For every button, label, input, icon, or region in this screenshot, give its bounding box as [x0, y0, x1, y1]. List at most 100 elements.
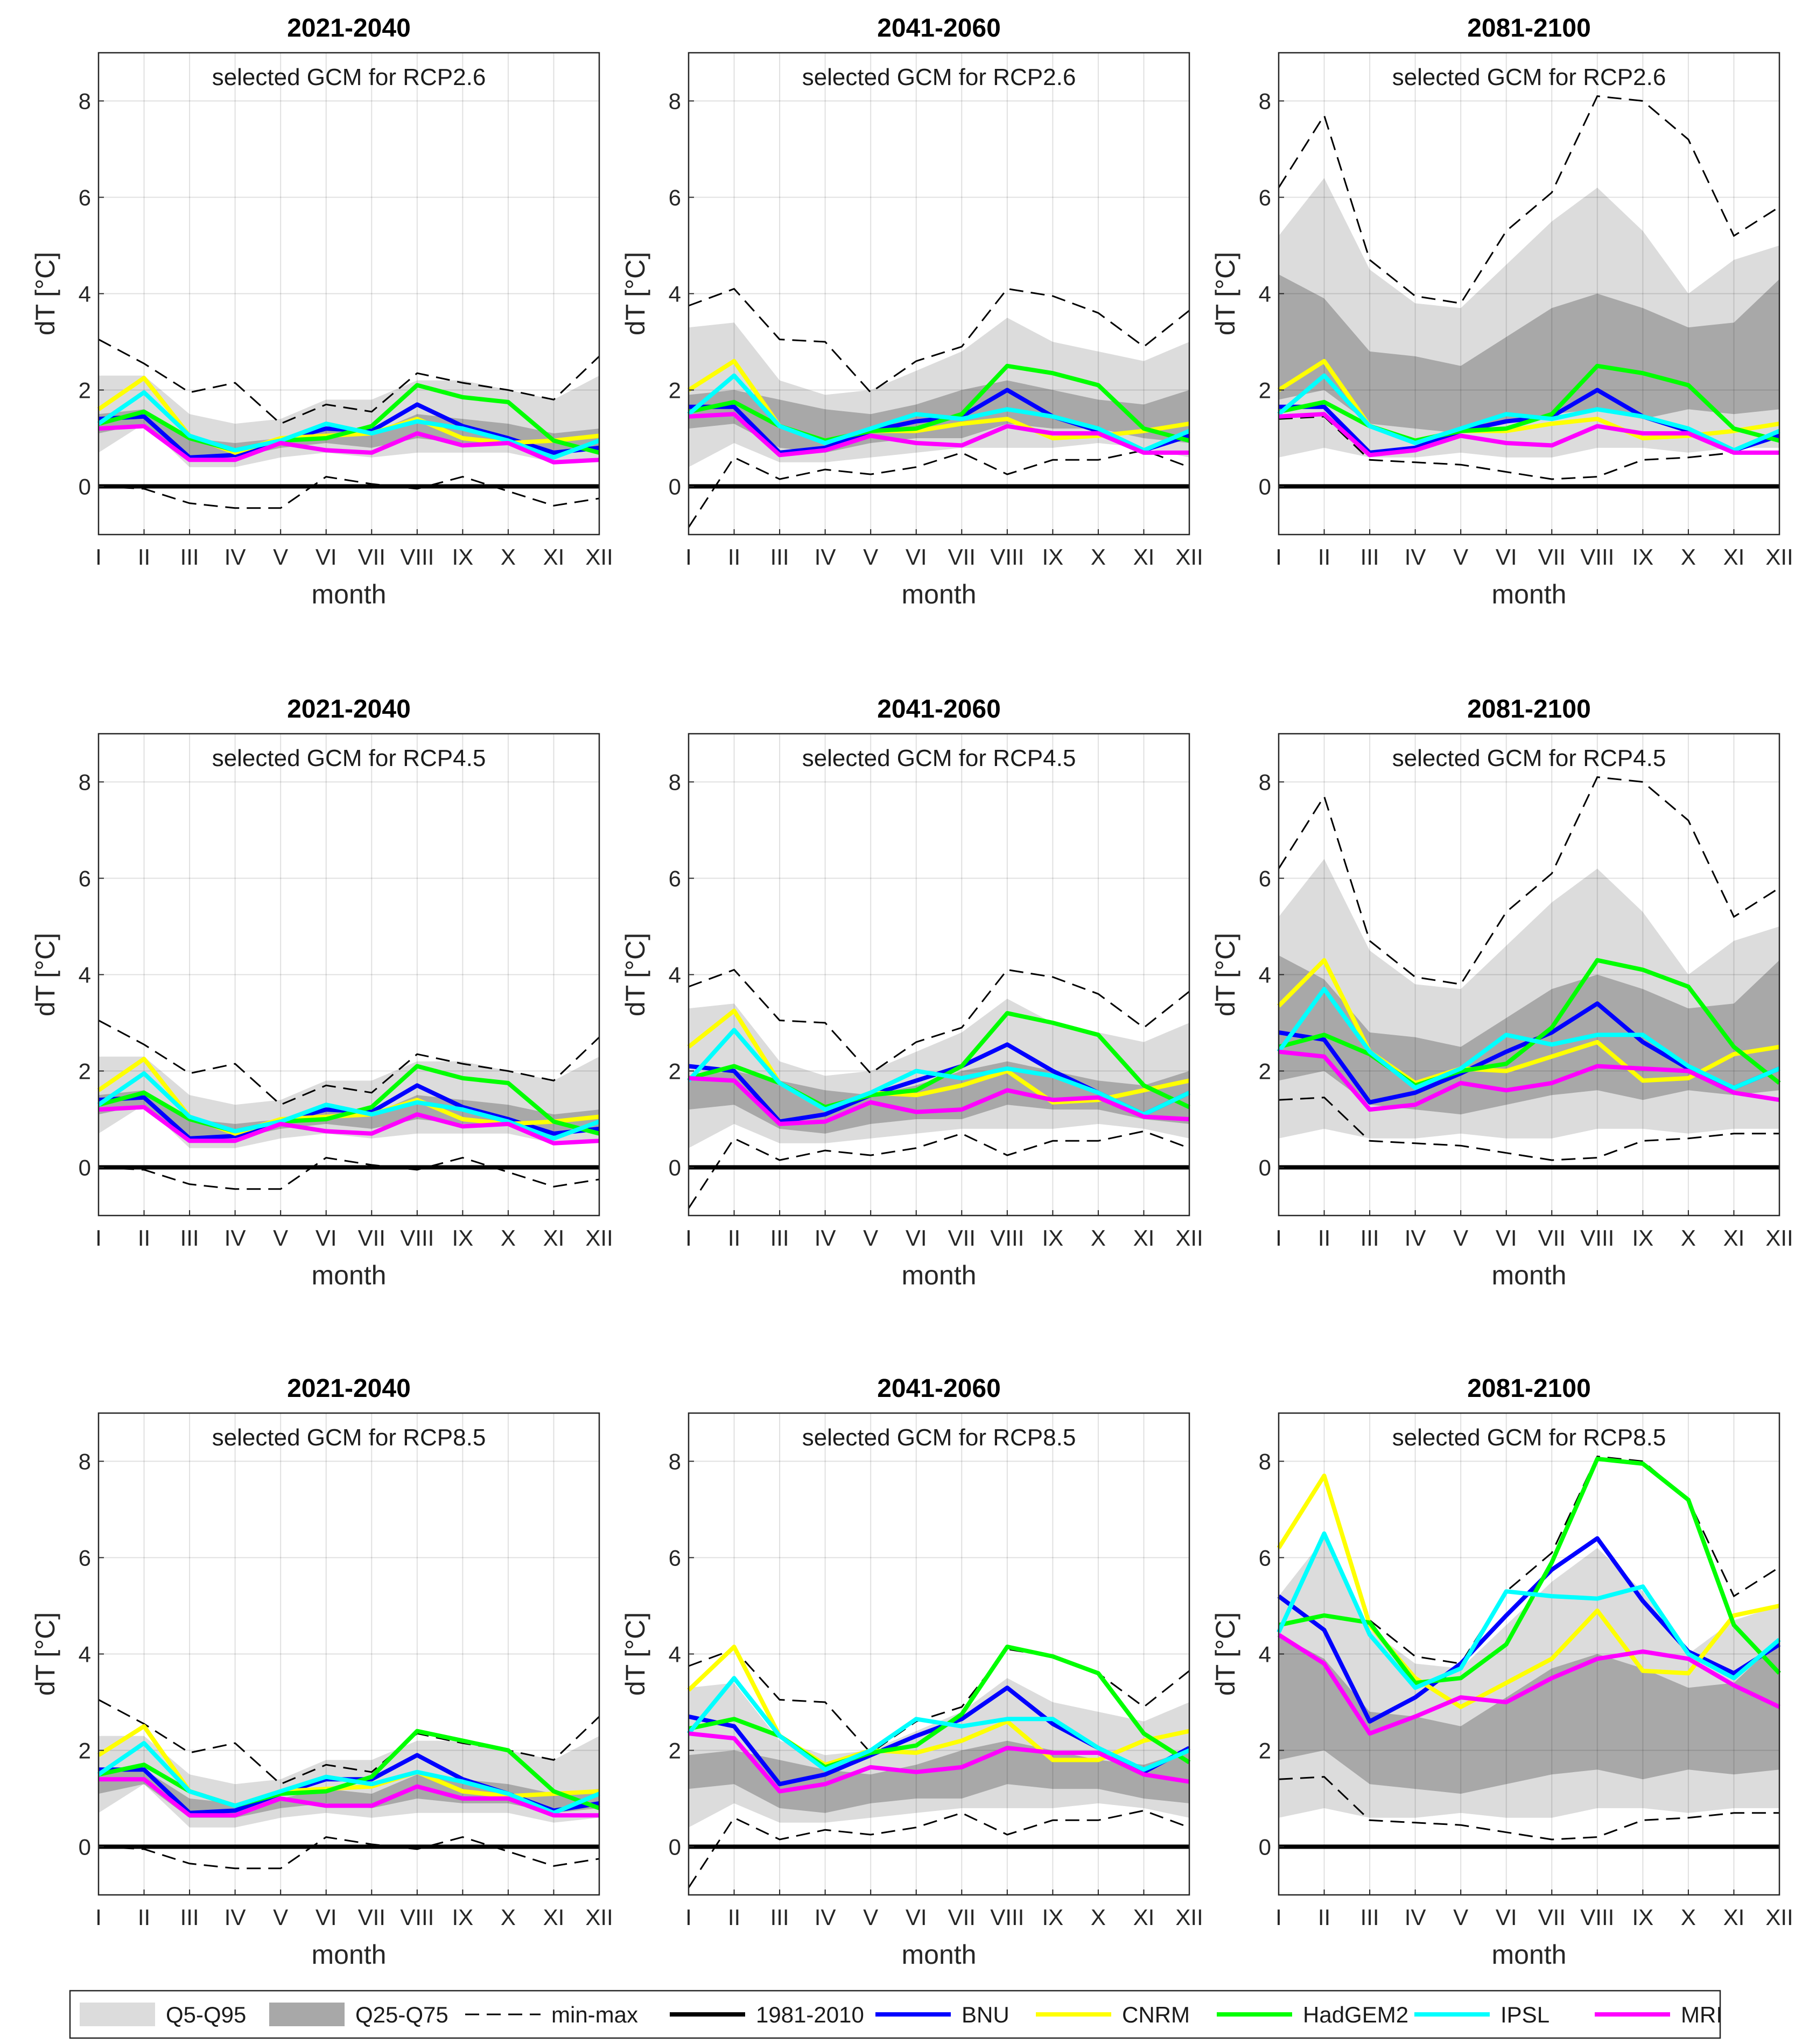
legend-label: Q25-Q75	[355, 2002, 448, 2027]
y-tick-label: 0	[1259, 1835, 1271, 1860]
y-tick-label: 2	[79, 1059, 91, 1084]
y-tick-label: 0	[1259, 474, 1271, 500]
x-tick-label: XI	[1133, 1905, 1155, 1930]
y-tick-label: 4	[669, 963, 681, 988]
legend: Q5-Q95 Q25-Q75 min-max 1981-2010 BNU CNRM HadG…	[69, 1990, 1722, 2039]
y-tick-label: 6	[79, 185, 91, 210]
y-tick-label: 8	[1259, 1449, 1271, 1474]
x-axis-label: month	[902, 1260, 977, 1290]
x-tick-label: III	[180, 1225, 199, 1251]
y-tick-label: 6	[79, 866, 91, 891]
line-min	[98, 1836, 600, 1870]
x-tick-label: X	[501, 1905, 516, 1930]
x-tick-label: X	[1681, 1225, 1696, 1251]
x-tick-label: IX	[1042, 1225, 1064, 1251]
y-tick-label: 0	[1259, 1155, 1271, 1181]
panel-title: 2081-2100	[1467, 1374, 1591, 1403]
x-tick-label: X	[1091, 1905, 1106, 1930]
y-tick-label: 0	[79, 1155, 91, 1181]
y-tick-label: 4	[669, 282, 681, 307]
line-max	[98, 1020, 600, 1106]
series-MRI	[688, 412, 1189, 458]
x-tick-label: XII	[1175, 1905, 1203, 1930]
series-IPSL	[687, 1028, 1190, 1117]
y-tick-label: 6	[1259, 866, 1271, 891]
x-tick-label: IV	[815, 1225, 836, 1251]
y-tick-label: 8	[669, 770, 681, 795]
x-tick-label: IV	[225, 544, 246, 570]
line-max	[1278, 95, 1780, 305]
x-tick-label: V	[273, 1905, 288, 1930]
x-tick-label: III	[770, 544, 789, 570]
x-tick-label: II	[138, 544, 150, 570]
x-tick-label: V	[863, 1905, 878, 1930]
y-axis-label: dT [°C]	[30, 252, 60, 335]
x-tick-label: IV	[225, 1225, 246, 1251]
x-tick-label: I	[1275, 1905, 1282, 1930]
x-tick-label: IX	[452, 544, 474, 570]
series-IPSL	[687, 373, 1190, 453]
line-min	[1278, 1097, 1779, 1161]
x-tick-label: II	[138, 1225, 150, 1251]
x-tick-label: V	[863, 1225, 878, 1251]
series-IPSL	[97, 1071, 600, 1141]
x-tick-label: III	[1361, 1225, 1379, 1251]
x-tick-label: VI	[1496, 1225, 1517, 1251]
series-MRI	[1278, 1049, 1780, 1112]
band-q25-q75	[1279, 274, 1779, 433]
x-tick-label: I	[1275, 544, 1282, 570]
line-min	[1278, 1776, 1779, 1841]
y-tick-label: 4	[79, 963, 91, 988]
x-tick-label: XI	[543, 544, 565, 570]
series-MRI	[688, 1076, 1190, 1126]
legend-label: CNRM	[1122, 2002, 1190, 2027]
series-MRI	[1277, 1633, 1780, 1736]
x-tick-label: X	[1681, 1905, 1696, 1930]
x-tick-label: VII	[1538, 544, 1566, 570]
series-HadGEM2	[688, 1011, 1190, 1109]
legend-item-q25q75: Q25-Q75	[269, 2002, 448, 2027]
line-min	[98, 476, 600, 509]
line-max	[688, 287, 1190, 394]
band-q25-q75	[1279, 1634, 1779, 1794]
series-IPSL	[97, 1741, 600, 1815]
y-axis-label: dT [°C]	[30, 933, 60, 1016]
x-tick-label: II	[728, 544, 740, 570]
x-tick-label: XI	[1133, 544, 1155, 570]
x-tick-label: XII	[1175, 1225, 1203, 1251]
x-tick-label: XII	[585, 1225, 613, 1251]
y-tick-label: 8	[1259, 89, 1271, 114]
x-tick-label: VIII	[990, 1225, 1024, 1251]
scenario-label: selected GCM for RCP2.6	[212, 64, 486, 90]
x-axis-label: month	[312, 1940, 387, 1970]
y-tick-label: 6	[1259, 185, 1271, 210]
series-MRI	[98, 1105, 600, 1146]
x-tick-label: I	[685, 1905, 692, 1930]
legend-item-BNU: BNU	[875, 2002, 1009, 2027]
x-tick-label: XI	[543, 1905, 565, 1930]
x-tick-label: III	[180, 1905, 199, 1930]
scenario-label: selected GCM for RCP8.5	[212, 1424, 486, 1451]
series-IPSL	[1277, 373, 1780, 453]
y-tick-label: 6	[669, 185, 681, 210]
series-IPSL	[686, 1676, 1190, 1772]
legend-label: Q5-Q95	[166, 2002, 246, 2027]
y-tick-label: 2	[79, 378, 91, 403]
line-max	[98, 1699, 600, 1785]
y-tick-label: 2	[79, 1738, 91, 1764]
x-tick-label: VIII	[1580, 1225, 1614, 1251]
x-tick-label: II	[138, 1905, 150, 1930]
x-tick-label: IX	[1632, 1905, 1654, 1930]
y-tick-label: 6	[1259, 1546, 1271, 1571]
y-tick-label: 0	[669, 1835, 681, 1860]
legend-label: BNU	[962, 2002, 1009, 2027]
x-tick-label: VI	[315, 1905, 337, 1930]
y-axis-label: dT [°C]	[620, 933, 650, 1016]
line-max	[688, 968, 1190, 1074]
x-tick-label: IX	[452, 1225, 474, 1251]
x-tick-label: V	[273, 544, 288, 570]
y-tick-label: 0	[79, 474, 91, 500]
series-HadGEM2	[1278, 363, 1780, 443]
series-MRI	[98, 424, 600, 465]
